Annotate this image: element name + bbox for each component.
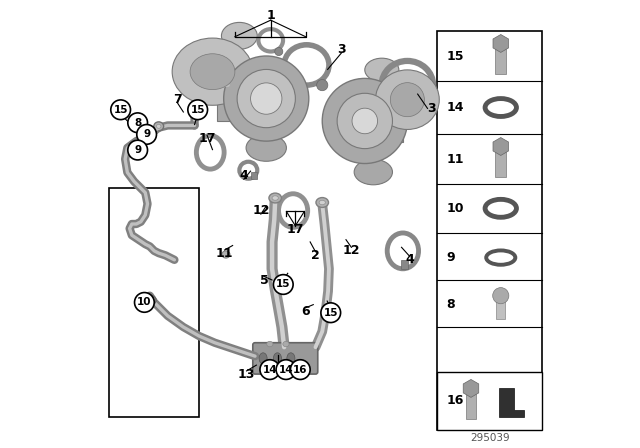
Bar (352, 99, 403, 142)
Ellipse shape (221, 22, 257, 49)
Ellipse shape (376, 70, 439, 129)
Text: 8: 8 (446, 298, 455, 311)
Bar (437, 372, 541, 430)
Circle shape (128, 113, 147, 133)
Ellipse shape (172, 38, 253, 105)
Ellipse shape (390, 82, 424, 116)
Ellipse shape (143, 295, 156, 305)
Ellipse shape (287, 353, 295, 364)
Polygon shape (463, 379, 479, 397)
Text: 15: 15 (113, 105, 128, 115)
Text: 3: 3 (428, 102, 436, 115)
Text: 9: 9 (446, 251, 455, 264)
Text: 15: 15 (446, 49, 464, 63)
Circle shape (137, 125, 156, 144)
Text: 15: 15 (323, 308, 338, 318)
Ellipse shape (237, 69, 296, 128)
Ellipse shape (222, 251, 230, 258)
Text: 14: 14 (446, 101, 464, 114)
Ellipse shape (156, 124, 161, 128)
Polygon shape (493, 34, 509, 52)
FancyBboxPatch shape (253, 343, 317, 374)
Ellipse shape (337, 93, 392, 149)
Text: 10: 10 (137, 297, 152, 307)
Ellipse shape (267, 341, 273, 347)
Ellipse shape (224, 56, 309, 141)
Circle shape (188, 100, 207, 120)
Ellipse shape (326, 306, 335, 316)
Text: 17: 17 (198, 132, 216, 146)
Text: 6: 6 (301, 305, 310, 318)
Text: 11: 11 (446, 152, 464, 166)
Ellipse shape (354, 159, 392, 185)
Circle shape (273, 275, 293, 294)
Ellipse shape (250, 83, 282, 114)
Ellipse shape (272, 196, 278, 200)
Ellipse shape (190, 54, 235, 90)
Bar (496, 297, 505, 319)
Text: 295039: 295039 (470, 433, 509, 443)
Bar (465, 394, 476, 419)
Text: 13: 13 (238, 367, 255, 381)
Bar (217, 76, 266, 121)
Ellipse shape (316, 198, 328, 207)
Ellipse shape (275, 47, 283, 56)
Circle shape (493, 288, 509, 304)
Bar (437, 31, 541, 430)
Text: 9: 9 (143, 129, 150, 139)
Text: 4: 4 (405, 253, 414, 267)
Text: 7: 7 (173, 93, 182, 106)
Ellipse shape (352, 108, 378, 134)
Text: 12: 12 (342, 244, 360, 258)
Text: 15: 15 (276, 280, 291, 289)
Bar (401, 260, 408, 269)
Text: 14: 14 (262, 365, 277, 375)
Text: 15: 15 (191, 105, 205, 115)
Ellipse shape (154, 122, 164, 131)
Ellipse shape (278, 278, 288, 288)
Circle shape (111, 100, 131, 120)
Circle shape (276, 360, 296, 379)
Circle shape (128, 140, 147, 160)
Text: 3: 3 (337, 43, 346, 56)
Ellipse shape (246, 134, 287, 161)
Bar (495, 152, 506, 177)
Text: 14: 14 (278, 365, 293, 375)
Text: 11: 11 (216, 247, 234, 260)
Ellipse shape (259, 353, 267, 364)
Ellipse shape (317, 79, 328, 91)
Bar (252, 172, 257, 179)
Bar (109, 188, 199, 417)
Ellipse shape (404, 102, 413, 112)
Text: 4: 4 (239, 169, 248, 182)
Ellipse shape (273, 353, 282, 364)
Ellipse shape (269, 193, 282, 203)
Text: 9: 9 (134, 145, 141, 155)
Bar (495, 49, 506, 74)
Text: 8: 8 (134, 118, 141, 128)
Text: 10: 10 (446, 202, 464, 215)
Circle shape (291, 360, 310, 379)
Text: 1: 1 (266, 9, 275, 22)
Text: 5: 5 (260, 273, 268, 287)
Text: 12: 12 (252, 204, 269, 217)
Ellipse shape (283, 341, 289, 347)
Text: 16: 16 (293, 365, 308, 375)
Circle shape (134, 293, 154, 312)
Circle shape (321, 303, 340, 323)
Text: 16: 16 (446, 394, 464, 408)
Ellipse shape (145, 133, 154, 141)
Polygon shape (499, 388, 524, 417)
Ellipse shape (365, 58, 399, 82)
Text: 17: 17 (287, 223, 304, 236)
Ellipse shape (319, 200, 325, 205)
Ellipse shape (322, 78, 407, 164)
Circle shape (260, 360, 280, 379)
Polygon shape (493, 138, 509, 155)
Text: 2: 2 (311, 249, 320, 262)
